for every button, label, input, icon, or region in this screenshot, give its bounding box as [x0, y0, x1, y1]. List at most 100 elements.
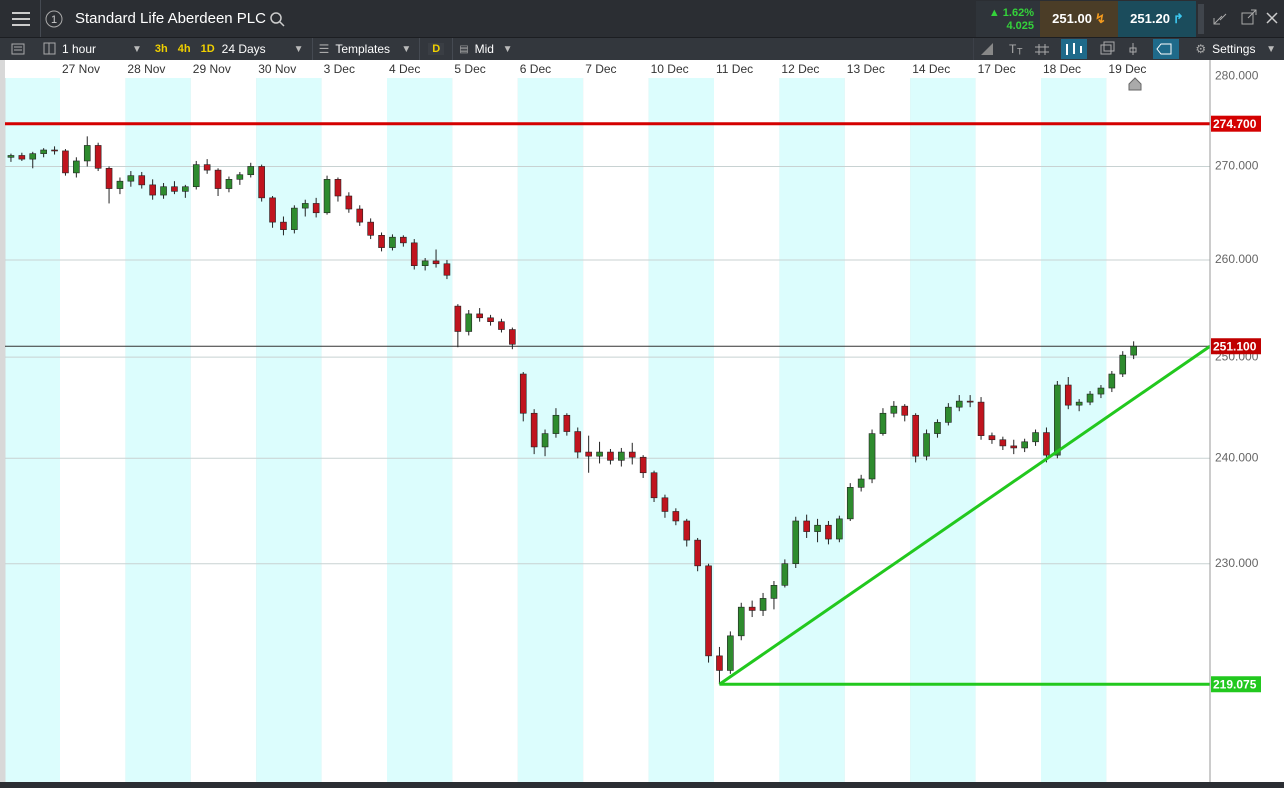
menu-button[interactable] [0, 0, 40, 38]
window-number: 1 [51, 13, 57, 25]
candle-body [29, 153, 37, 160]
price-label-box [1211, 115, 1261, 132]
candle-body [1130, 345, 1137, 356]
candle-body [203, 164, 211, 171]
date-label: 6 Dec [520, 62, 551, 76]
range-select[interactable]: 24 Days [221, 42, 266, 56]
price-type-select[interactable]: Mid [474, 42, 494, 56]
y-tick-label: 240.000 [1215, 450, 1259, 464]
candle-body [291, 207, 298, 230]
candle-body [236, 174, 244, 180]
candle-body [1108, 373, 1116, 389]
candle-body [280, 221, 287, 230]
candle-body [410, 242, 418, 266]
candle-body [890, 405, 898, 414]
day-band [387, 60, 453, 782]
day-band [714, 60, 780, 782]
quick-interval[interactable]: 1D [200, 43, 215, 55]
candle-body [694, 539, 701, 567]
value-axis [1210, 60, 1284, 782]
candle-body [912, 414, 919, 457]
svg-text:T: T [1017, 46, 1023, 56]
candle-body [192, 164, 200, 188]
candle-body [400, 236, 407, 244]
candle-body [1097, 387, 1105, 395]
price-label: 219.075 [1213, 677, 1257, 691]
candle-body [160, 186, 167, 196]
instrument-name: Standard Life Aberdeen PLC [75, 10, 266, 27]
candle-body [737, 606, 745, 637]
candle-body [345, 195, 353, 210]
sell-button[interactable]: 251.00 ↯ [1040, 0, 1118, 37]
change-value: 4.025 [1006, 19, 1034, 32]
interval-select[interactable]: 1 hour [62, 42, 97, 56]
day-band [975, 60, 1041, 782]
candle-body [541, 433, 549, 448]
candle-body [1043, 432, 1050, 456]
buy-button[interactable]: 251.20 ↱ [1118, 0, 1196, 37]
candle-body [389, 236, 396, 248]
chart-toolbar: 1 hour ▼ 3h 4h 1D 24 Days ▼ ☰ Templates ▼ D… [0, 38, 1284, 60]
candle-body [171, 186, 178, 192]
search-button[interactable] [266, 0, 290, 38]
date-label: 30 Nov [258, 62, 296, 76]
candle-body [814, 524, 821, 532]
day-band [583, 60, 649, 782]
change-percent: 1.62% [1002, 6, 1034, 19]
candle-body [825, 524, 832, 540]
quick-interval[interactable]: 3h [154, 43, 168, 55]
candle-body [465, 313, 473, 332]
candle-body [105, 167, 113, 189]
candle-body [182, 186, 189, 192]
candle-body [574, 431, 582, 453]
svg-text:T: T [1009, 42, 1017, 56]
candle-body [683, 520, 691, 541]
date-label: 10 Dec [651, 62, 689, 76]
quick-interval[interactable]: 4h [177, 43, 191, 55]
toolbar-icons[interactable] [0, 38, 62, 60]
candle-body [83, 145, 91, 162]
day-band [60, 60, 126, 782]
candle-body [269, 197, 276, 223]
candle-body [836, 518, 843, 540]
date-label: 27 Nov [62, 62, 100, 76]
settings-button[interactable]: Settings [1212, 42, 1256, 56]
window-badge[interactable]: 1 [41, 0, 71, 38]
date-label: 19 Dec [1108, 62, 1146, 76]
y-tick-label: 270.000 [1215, 159, 1259, 173]
candle-body [487, 317, 494, 322]
sell-price: 251.00 [1052, 11, 1092, 26]
candle-body [225, 179, 233, 189]
candle-body [476, 313, 483, 319]
candle-body [1032, 432, 1039, 443]
candle-body [923, 433, 930, 457]
day-band [517, 60, 584, 782]
d-button[interactable]: D [428, 43, 445, 55]
buy-price: 251.20 [1130, 11, 1170, 26]
window-controls[interactable] [1196, 0, 1284, 38]
candle-body [149, 184, 156, 196]
date-label: 7 Dec [585, 62, 616, 76]
candle-body [879, 412, 887, 434]
candle-body [705, 565, 712, 657]
bottom-strip [0, 782, 1284, 788]
candle-body [661, 497, 669, 512]
candle-body [432, 260, 440, 265]
price-label: 251.100 [1213, 339, 1257, 353]
candle-body [367, 221, 374, 236]
y-tick-label: 260.000 [1215, 252, 1259, 266]
date-label: 14 Dec [912, 62, 950, 76]
day-band [125, 60, 191, 782]
candle-body [1010, 445, 1018, 449]
price-label: 274.700 [1213, 117, 1257, 131]
candle-body [901, 405, 909, 416]
day-band [648, 60, 714, 782]
candle-body [846, 487, 854, 520]
day-band [452, 60, 518, 782]
candle-body [62, 150, 69, 174]
candle-body [934, 422, 941, 434]
templates-select[interactable]: Templates [335, 42, 391, 56]
candle-body [454, 305, 462, 332]
